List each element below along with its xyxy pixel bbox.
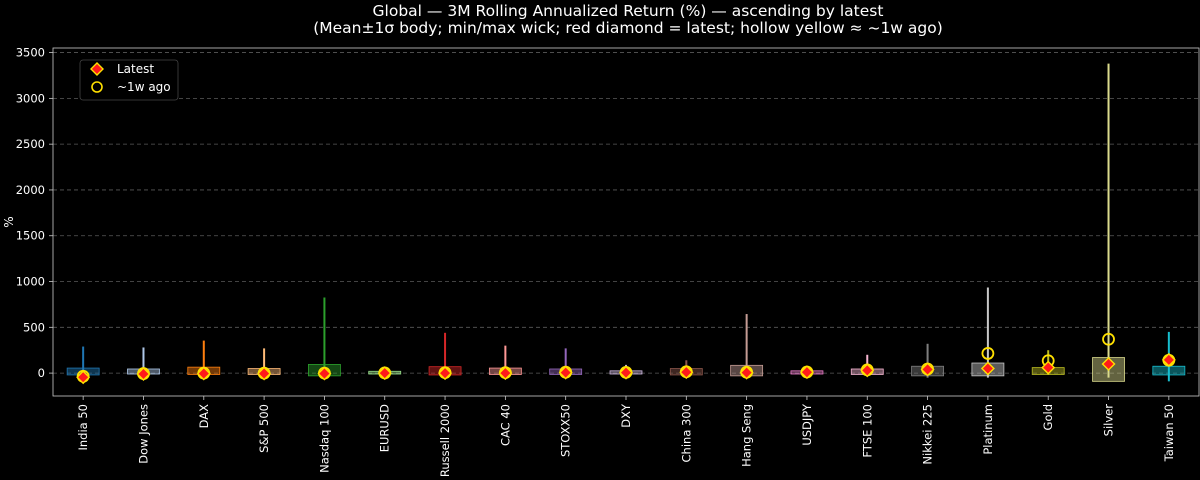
legend-latest-label: Latest bbox=[117, 62, 154, 76]
latest-marker bbox=[1161, 352, 1176, 367]
latest-marker bbox=[980, 361, 995, 376]
series-group bbox=[790, 365, 824, 380]
x-tick-label: Russell 2000 bbox=[438, 404, 452, 477]
series-marks bbox=[66, 63, 1186, 385]
y-tick-label: 3500 bbox=[16, 46, 45, 60]
y-tick-label: 2500 bbox=[16, 137, 45, 151]
plot-frame bbox=[52, 47, 1200, 397]
y-tick-label: 2000 bbox=[16, 183, 45, 197]
legend: Latest ~1w ago bbox=[79, 59, 179, 101]
x-tick-label: CAC 40 bbox=[498, 404, 512, 446]
latest-marker bbox=[136, 367, 151, 382]
x-tick-label: Gold bbox=[1041, 404, 1055, 430]
legend-week-ago-label: ~1w ago bbox=[117, 80, 171, 94]
series-group bbox=[850, 354, 884, 378]
latest-marker bbox=[76, 370, 91, 385]
grid bbox=[53, 52, 1199, 374]
y-axis-label: % bbox=[2, 216, 16, 227]
latest-marker bbox=[498, 366, 513, 381]
x-tick-label: Taiwan 50 bbox=[1162, 404, 1176, 462]
latest-marker bbox=[1041, 360, 1056, 375]
x-tick-label: DAX bbox=[197, 404, 211, 429]
legend-latest-diamond-icon bbox=[90, 62, 104, 76]
x-axis: India 50 Dow Jones DAX S&P 500 Nasdaq 100 EUR… bbox=[76, 396, 1176, 477]
latest-marker bbox=[920, 362, 935, 377]
latest-marker bbox=[1101, 356, 1116, 371]
legend-box bbox=[79, 59, 179, 101]
latest-marker bbox=[739, 365, 754, 380]
latest-marker bbox=[317, 366, 332, 381]
x-tick-label: USDJPY bbox=[800, 403, 814, 446]
series-group bbox=[911, 343, 944, 378]
series-group bbox=[971, 287, 1005, 378]
latest-marker bbox=[799, 365, 814, 380]
series-group bbox=[308, 297, 341, 381]
latest-marker bbox=[438, 366, 453, 381]
series-group bbox=[549, 348, 583, 380]
x-tick-label: STOXX50 bbox=[559, 404, 573, 457]
x-tick-label: Platinum bbox=[981, 404, 995, 455]
latest-marker bbox=[377, 366, 392, 381]
latest-marker bbox=[558, 365, 573, 380]
latest-marker bbox=[619, 365, 633, 380]
x-tick-label: China 300 bbox=[679, 404, 693, 462]
y-axis: 0 500 1000 1500 2000 2500 3000 3500 bbox=[16, 46, 53, 380]
series-group bbox=[428, 332, 462, 381]
y-tick-label: 0 bbox=[38, 366, 45, 380]
latest-marker bbox=[196, 366, 211, 381]
x-tick-label: Nasdaq 100 bbox=[317, 404, 331, 473]
mean-sigma-body bbox=[1152, 365, 1186, 376]
series-group bbox=[368, 366, 402, 381]
series-group bbox=[1092, 63, 1125, 382]
y-tick-label: 3000 bbox=[16, 91, 45, 105]
latest-marker bbox=[257, 366, 272, 381]
week-ago-marker bbox=[981, 347, 995, 360]
week-ago-marker bbox=[1102, 332, 1115, 346]
series-group bbox=[730, 314, 764, 380]
series-group bbox=[187, 340, 221, 381]
latest-marker bbox=[860, 363, 875, 378]
x-tick-label: Silver bbox=[1102, 404, 1116, 437]
series-group bbox=[66, 346, 100, 385]
series-group bbox=[247, 348, 281, 381]
legend-week-ago-circle-icon bbox=[91, 81, 103, 93]
series-group bbox=[127, 347, 160, 382]
latest-marker bbox=[679, 365, 694, 380]
x-tick-label: India 50 bbox=[76, 404, 90, 451]
x-tick-label: EURUSD bbox=[378, 404, 392, 452]
series-group bbox=[488, 345, 522, 381]
x-tick-label: FTSE 100 bbox=[860, 404, 874, 458]
series-group bbox=[1031, 350, 1065, 375]
series-group bbox=[1152, 331, 1186, 382]
series-group bbox=[669, 360, 703, 380]
x-tick-label: Dow Jones bbox=[136, 404, 150, 464]
x-tick-label: Hang Seng bbox=[740, 404, 754, 467]
y-tick-label: 500 bbox=[23, 320, 45, 334]
x-tick-label: Nikkei 225 bbox=[921, 404, 935, 465]
chart-subtitle: (Mean±1σ body; min/max wick; red diamond… bbox=[313, 19, 943, 37]
x-tick-label: DXY bbox=[619, 403, 633, 428]
y-tick-label: 1500 bbox=[16, 229, 45, 243]
chart-title: Global — 3M Rolling Annualized Return (%… bbox=[373, 2, 884, 20]
series-group bbox=[609, 364, 643, 380]
x-tick-label: S&P 500 bbox=[257, 404, 271, 453]
y-tick-label: 1000 bbox=[16, 275, 45, 289]
